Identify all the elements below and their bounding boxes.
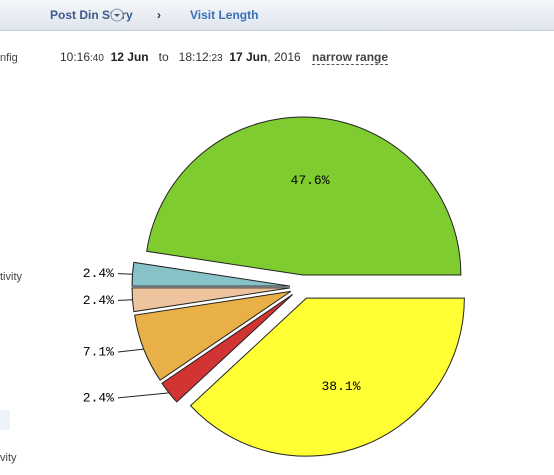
time-seconds: :40 [90, 53, 104, 64]
date: 17 Jun [229, 50, 268, 64]
leader-line [117, 392, 170, 399]
pie-slice [146, 116, 462, 276]
data-label: 2.4% [83, 390, 114, 405]
sidebar-item[interactable]: vity [0, 452, 17, 464]
sidebar-item[interactable]: nfig [0, 52, 18, 64]
data-label: 38.1% [321, 379, 360, 394]
leader-line [117, 299, 133, 301]
to: to [158, 50, 169, 64]
sidebar-item[interactable]: tivity [0, 271, 22, 283]
pie-slice [189, 297, 465, 457]
data-label: 2.4% [83, 266, 114, 281]
date-range: 10:16:40 12 Jun to 18:12:23 17 Jun, 2016… [60, 50, 389, 65]
pie-slice [134, 290, 292, 381]
year: , 2016 [267, 50, 301, 64]
time-seconds: :23 [208, 53, 223, 64]
pie-slice [161, 294, 293, 403]
leader-line [117, 348, 144, 353]
separator: › [157, 8, 161, 22]
leader-line [117, 273, 133, 275]
data-label: 47.6% [291, 173, 330, 188]
data-label: 2.4% [83, 293, 114, 308]
time: 18:12 [178, 50, 209, 64]
breadcrumb-item[interactable]: Visit Length [190, 8, 259, 22]
date: 12 Jun [110, 50, 149, 64]
time: 10:16 [60, 50, 91, 64]
data-label: 7.1% [83, 344, 114, 359]
breadcrumb-bar: Post Din Story › Visit Length [0, 0, 554, 31]
dropdown-icon[interactable] [110, 8, 124, 22]
narrow-range-link[interactable]: narrow range [312, 50, 389, 65]
sidebar-highlight [0, 410, 10, 430]
